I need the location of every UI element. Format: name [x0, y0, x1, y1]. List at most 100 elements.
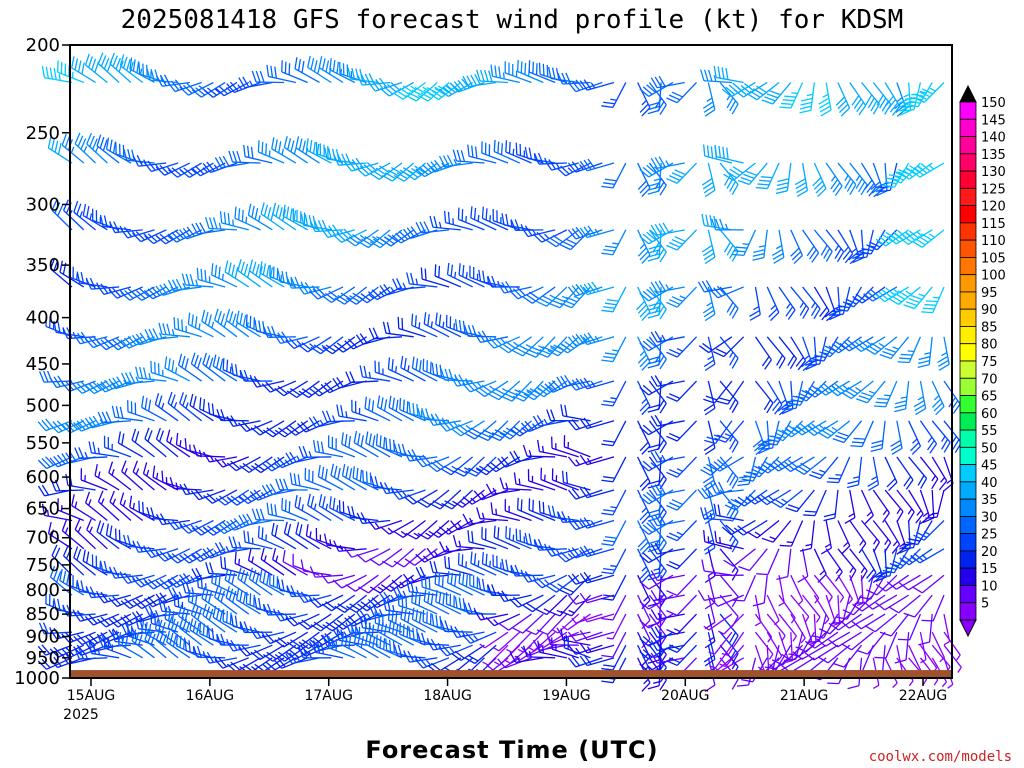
wind-barb	[283, 521, 309, 550]
wind-barb	[214, 541, 249, 554]
wind-barb	[117, 431, 144, 458]
wind-barb	[816, 631, 851, 647]
wind-barb	[94, 464, 120, 491]
wind-barb	[156, 74, 190, 87]
wind-barb	[650, 330, 685, 343]
wind-barb	[601, 420, 627, 447]
wind-barb	[666, 520, 698, 542]
wind-barb	[802, 286, 821, 320]
wind-barb	[812, 162, 827, 198]
wind-barb	[559, 229, 591, 251]
colorbar-label: 120	[981, 200, 1006, 215]
wind-barb	[234, 551, 261, 576]
colorbar-label: 150	[981, 96, 1006, 111]
wind-barb	[606, 613, 627, 640]
x-tick-label: 19AUG	[542, 688, 591, 704]
wind-barb	[411, 356, 438, 382]
wind-barb	[579, 629, 615, 641]
wind-barb	[164, 356, 191, 382]
wind-barb	[167, 79, 202, 93]
wind-barb	[931, 420, 951, 453]
wind-barb	[235, 310, 261, 338]
wind-barb	[261, 483, 297, 497]
wind-barb	[322, 613, 356, 632]
wind-barb	[778, 613, 797, 642]
wind-barb	[650, 75, 685, 89]
y-tick-label: 450	[26, 354, 60, 375]
wind-barb	[532, 574, 568, 589]
colorbar-swatch	[959, 118, 977, 137]
wind-barb	[309, 566, 344, 578]
wind-barb	[109, 221, 143, 234]
wind-barb	[719, 613, 739, 646]
wind-barb	[84, 613, 120, 626]
wind-barb	[322, 336, 356, 355]
wind-barb	[295, 522, 320, 550]
wind-barb	[752, 575, 768, 607]
wind-barb	[155, 162, 191, 176]
wind-barb	[406, 272, 438, 288]
wind-barb	[504, 61, 532, 84]
wind-barb	[601, 162, 627, 189]
wind-barb	[144, 328, 179, 341]
wind-barb	[272, 202, 297, 231]
wind-barb	[84, 53, 108, 83]
y-tick-label: 900	[26, 627, 60, 648]
wind-barb	[666, 286, 698, 308]
wind-barb	[636, 286, 651, 321]
wind-barb	[120, 594, 155, 610]
colorbar-swatch	[959, 326, 977, 345]
wind-barb	[650, 280, 685, 293]
wind-barb	[345, 622, 379, 634]
wind-barb	[579, 158, 615, 172]
wind-barb	[866, 574, 898, 596]
wind-barb	[841, 380, 874, 400]
wind-barb	[45, 314, 73, 338]
wind-barb	[167, 518, 202, 531]
y-tick-label: 800	[26, 580, 60, 601]
wind-barb	[96, 591, 132, 604]
wind-barb	[666, 456, 698, 478]
wind-barb	[852, 594, 886, 612]
wind-barb	[441, 489, 474, 510]
wind-barb	[501, 558, 532, 576]
wind-barb	[639, 420, 674, 436]
wind-barb	[709, 644, 733, 669]
wind-barb	[96, 134, 120, 164]
wind-barb	[417, 81, 450, 102]
wind-barb	[257, 525, 285, 550]
wind-barb	[446, 262, 473, 288]
wind-barb	[318, 56, 344, 84]
wind-barb	[111, 405, 143, 422]
wind-barb	[703, 520, 716, 555]
wind-barb	[155, 548, 191, 562]
wind-barb	[132, 229, 167, 243]
wind-barb	[601, 82, 627, 108]
colorbar-swatch	[959, 360, 977, 379]
wind-barb	[860, 162, 877, 197]
wind-barb	[874, 631, 898, 659]
wind-barb	[457, 207, 485, 231]
wind-barb	[73, 546, 96, 576]
wind-barb	[277, 270, 308, 288]
wind-barb	[189, 393, 214, 422]
wind-barb	[273, 609, 308, 622]
wind-barb	[317, 464, 344, 491]
wind-barb	[778, 286, 796, 320]
wind-barb	[703, 380, 733, 404]
wind-barb	[766, 286, 780, 322]
wind-barb	[908, 456, 928, 489]
wind-barb	[374, 360, 403, 382]
wind-barb	[832, 644, 863, 668]
wind-barb	[167, 278, 202, 292]
wind-barb	[522, 286, 556, 304]
x-tick-label: 15AUG	[67, 688, 116, 704]
wind-barb	[179, 226, 214, 240]
wind-barb	[579, 486, 615, 499]
colorbar: 1501451401351301251201151101051009590858…	[959, 84, 1006, 638]
wind-barb	[173, 317, 202, 338]
wind-barb	[493, 631, 521, 652]
wind-barb	[454, 596, 485, 615]
wind-barb	[429, 215, 461, 231]
colorbar-label: 140	[981, 131, 1006, 146]
